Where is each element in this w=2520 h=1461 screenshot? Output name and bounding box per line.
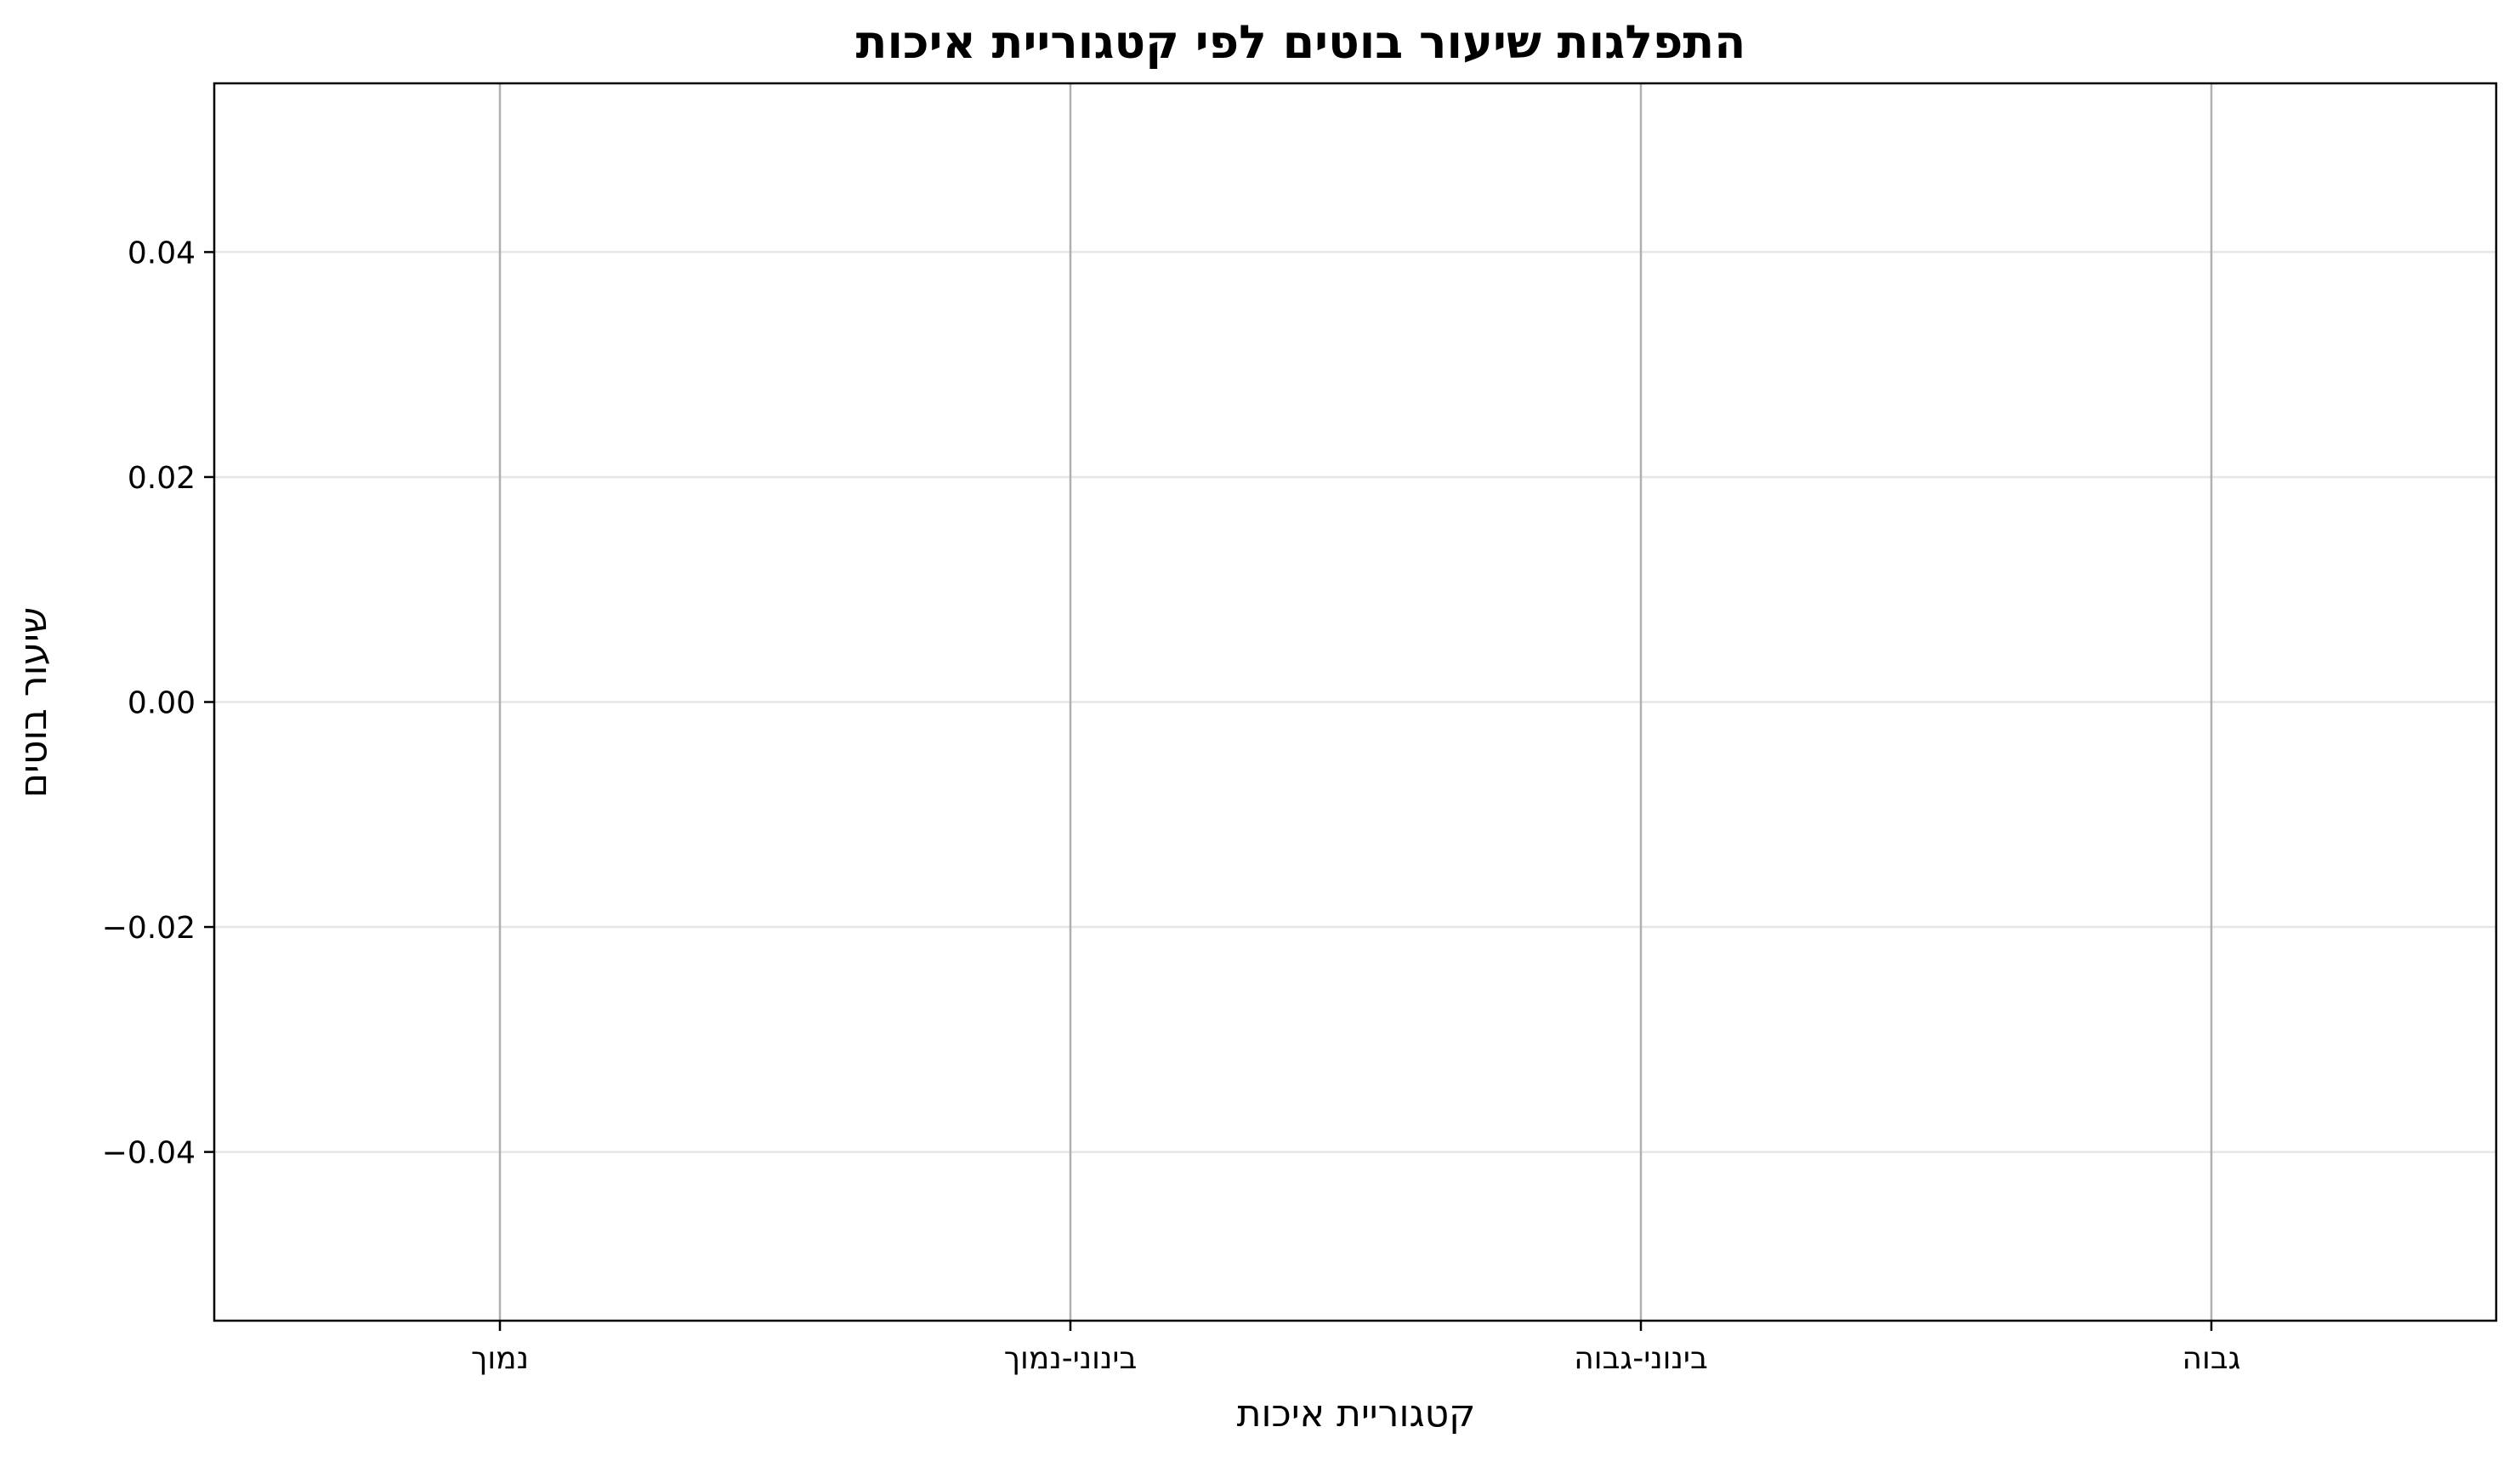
horizontal-gridlines [214,251,2496,1153]
x-tick-label: נמוך [471,1341,529,1376]
x-tick-label: בינוני-נמוך [1004,1341,1138,1376]
x-axis-ticks: נמוך בינוני-נמוך בינוני-גבוה גבוה [471,1321,2241,1376]
x-tick-label: גבוה [2182,1341,2241,1376]
vertical-gridlines [498,83,2213,1321]
chart-title: התפלגות שיעור בוטים לפי קטגוריית איכות [856,15,1746,69]
y-tick-label: 0.00 [128,686,196,721]
y-tick-label: −0.04 [102,1136,196,1171]
y-tick-label: 0.02 [128,461,196,496]
y-axis-ticks: −0.04 −0.02 0.00 0.02 0.04 [102,236,214,1171]
y-tick-label: −0.02 [102,911,196,946]
y-axis-label: שיעור בוטים [12,607,55,798]
x-axis-label: קטגוריית איכות [1237,1392,1476,1435]
x-tick-label: בינוני-גבוה [1574,1341,1708,1376]
y-tick-label: 0.04 [128,236,196,270]
